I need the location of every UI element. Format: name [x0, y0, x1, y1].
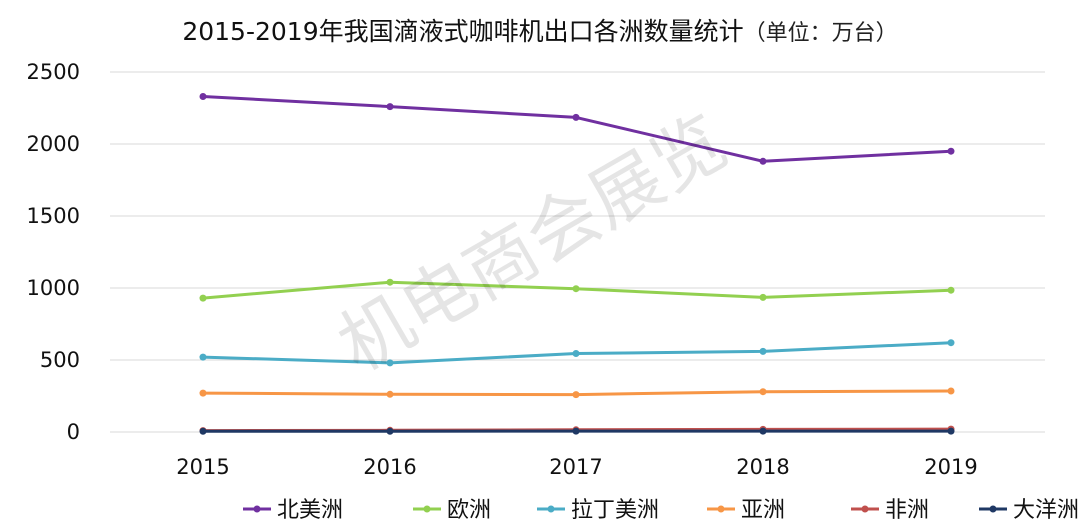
data-point [947, 427, 955, 435]
data-point [572, 427, 580, 435]
chart-title: 2015-2019年我国滴液式咖啡机出口各洲数量统计（单位：万台） [0, 12, 1080, 48]
data-point [947, 286, 955, 294]
legend-marker [547, 505, 555, 513]
y-tick-label: 0 [67, 420, 80, 444]
data-point [759, 388, 767, 396]
series-line [202, 95, 952, 163]
data-point [386, 359, 394, 367]
series-0 [199, 93, 955, 165]
series-2 [199, 339, 955, 367]
legend-item: 大洋洲 [979, 498, 1079, 523]
data-point [386, 390, 394, 398]
legend-label: 大洋洲 [1013, 498, 1079, 523]
x-tick-label: 2018 [736, 455, 789, 479]
legend-item: 非洲 [851, 498, 929, 523]
x-tick-label: 2016 [363, 455, 416, 479]
y-tick-label: 1000 [27, 276, 80, 300]
legend-item: 拉丁美洲 [537, 498, 659, 523]
series-3 [199, 387, 955, 399]
legend-marker [861, 505, 869, 513]
legend-label: 拉丁美洲 [571, 498, 659, 523]
legend-label: 亚洲 [741, 498, 785, 523]
data-point [947, 147, 955, 155]
legend-label: 非洲 [885, 498, 929, 523]
series-1 [199, 278, 955, 302]
legend: 北美洲 欧洲 拉丁美洲 亚洲 非洲 大洋洲 [243, 498, 1079, 523]
chart-unit: （单位：万台） [743, 21, 898, 46]
data-point [199, 353, 207, 361]
y-tick-label: 1500 [27, 204, 80, 228]
x-tick-label: 2015 [176, 455, 229, 479]
series-group [199, 93, 955, 435]
data-point [199, 427, 207, 435]
data-point [572, 391, 580, 399]
x-tick-label: 2019 [924, 455, 977, 479]
data-point [947, 339, 955, 347]
legend-marker [423, 505, 431, 513]
legend-label: 欧洲 [447, 498, 491, 523]
chart-title-text: 2015-2019年我国滴液式咖啡机出口各洲数量统计 [182, 17, 744, 46]
watermark: 机电商会展览 [324, 99, 740, 388]
x-axis: 2015 2016 2017 2018 2019 [176, 455, 977, 479]
y-tick-label: 2500 [27, 60, 80, 84]
legend-item: 亚洲 [707, 498, 785, 523]
legend-item: 北美洲 [243, 498, 343, 523]
data-point [199, 294, 207, 302]
data-point [759, 157, 767, 165]
data-point [572, 113, 580, 121]
data-point [386, 427, 394, 435]
data-point [386, 278, 394, 286]
data-point [199, 93, 207, 100]
data-point [947, 387, 955, 395]
data-point [572, 350, 580, 357]
y-tick-label: 2000 [27, 132, 80, 156]
legend-label: 北美洲 [277, 498, 343, 523]
data-point [199, 389, 207, 397]
legend-marker [989, 505, 997, 513]
data-point [759, 427, 767, 435]
x-tick-label: 2017 [549, 455, 602, 479]
y-tick-label: 500 [40, 348, 80, 372]
legend-item: 欧洲 [413, 498, 491, 523]
legend-marker [717, 505, 725, 513]
series-5 [199, 427, 955, 435]
data-point [572, 285, 580, 293]
data-point [759, 293, 767, 301]
data-point [386, 103, 394, 111]
legend-marker [253, 505, 261, 513]
y-axis: 0 500 1000 1500 2000 2500 [27, 60, 80, 444]
data-point [759, 347, 767, 355]
